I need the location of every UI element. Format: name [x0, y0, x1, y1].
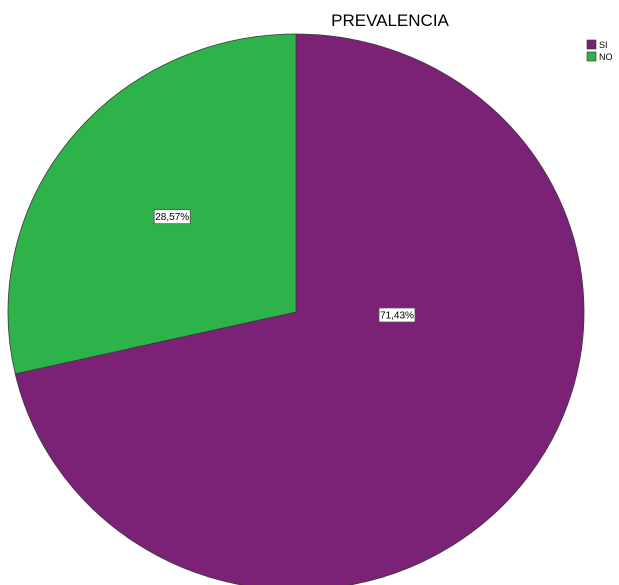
pie-slice-si: [14, 33, 585, 585]
data-label-no: 28,57%: [153, 209, 191, 225]
legend-entry-no: NO: [586, 51, 613, 62]
chart-legend: SI NO: [586, 39, 613, 62]
legend-label: SI: [599, 40, 608, 50]
data-label-text: 28,57%: [155, 212, 189, 223]
data-label-box: [378, 307, 416, 323]
pie-data-labels: 71,43% 28,57%: [153, 209, 416, 323]
legend-swatch: [586, 51, 597, 62]
data-label-si: 71,43%: [378, 307, 416, 323]
data-label-text: 71,43%: [380, 311, 414, 322]
pie-slices: [7, 33, 585, 585]
legend-swatch: [586, 39, 597, 50]
legend-entry-si: SI: [586, 39, 608, 50]
data-label-box: [153, 209, 191, 225]
pie-slice-no: [7, 33, 297, 375]
legend-label: NO: [599, 52, 613, 62]
chart-title: PREVALENCIA: [331, 11, 449, 30]
